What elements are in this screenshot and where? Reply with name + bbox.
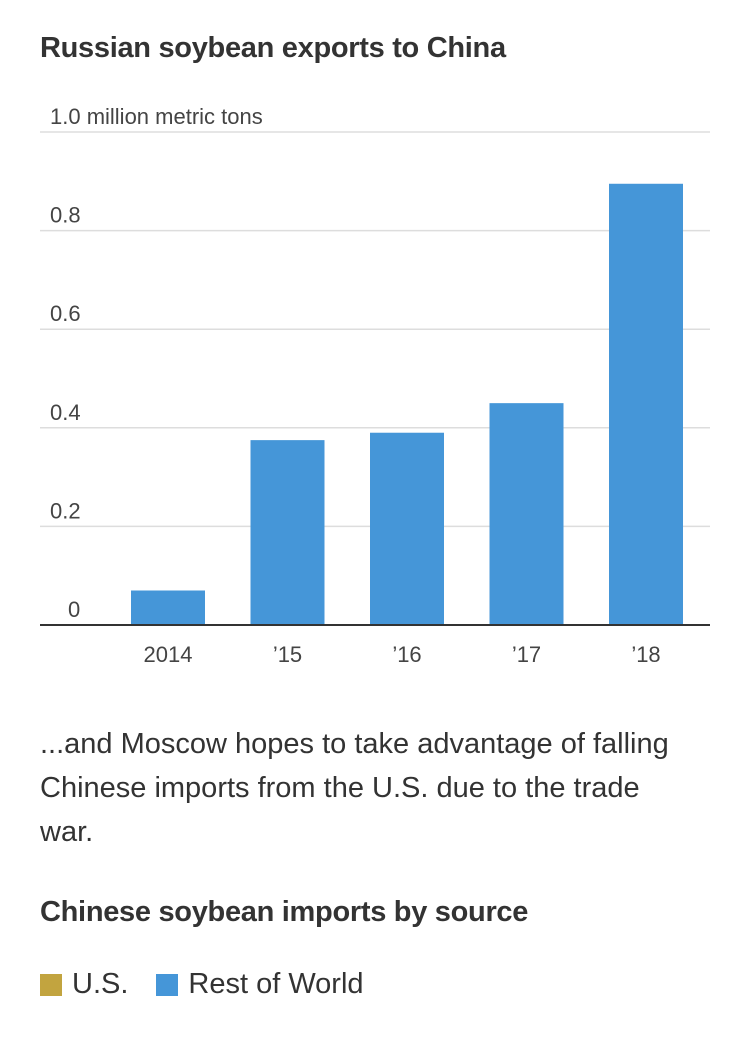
y-tick-label: 0.2 [50,498,81,523]
bar [609,183,683,625]
x-axis-ticks: 2014 ’15 ’16 ’17 ’18 [144,642,661,667]
y-tick-label: 0.8 [50,203,81,228]
legend-label-us: U.S. [72,968,129,1000]
bar [489,403,564,625]
x-tick-label: ’17 [512,642,541,667]
x-tick-label: ’18 [631,642,660,667]
y-tick-label: 0.4 [50,400,81,425]
legend-label-rest-of-world: Rest of World [188,968,364,1000]
legend-swatch-rest-of-world [156,973,179,996]
caption-text: ...and Moscow hopes to take advantage of… [40,728,669,848]
legend-swatch-us [40,973,62,996]
y-tick-label: 1.0 million metric tons [50,104,263,129]
chart-title: Russian soybean exports to China [40,32,506,64]
y-axis-ticks: 1.0 million metric tons 0.8 0.6 0.4 0.2 0 [50,104,263,622]
bar [250,440,325,625]
legend: U.S. Rest of World [40,968,392,1001]
y-tick-label: 0 [68,597,80,622]
section-subtitle: Chinese soybean imports by source [40,896,529,928]
bar [370,432,444,625]
legend-item-us: U.S. [40,968,128,1001]
legend-item-rest-of-world: Rest of World [156,968,364,1001]
x-tick-label: ’16 [392,642,421,667]
x-tick-label: 2014 [144,642,193,667]
bar [131,590,205,625]
gridlines [40,131,710,528]
y-tick-label: 0.6 [50,301,81,326]
bars [131,183,683,625]
bar-chart: 1.0 million metric tons 0.8 0.6 0.4 0.2 0 201… [40,104,710,667]
x-tick-label: ’15 [273,642,302,667]
